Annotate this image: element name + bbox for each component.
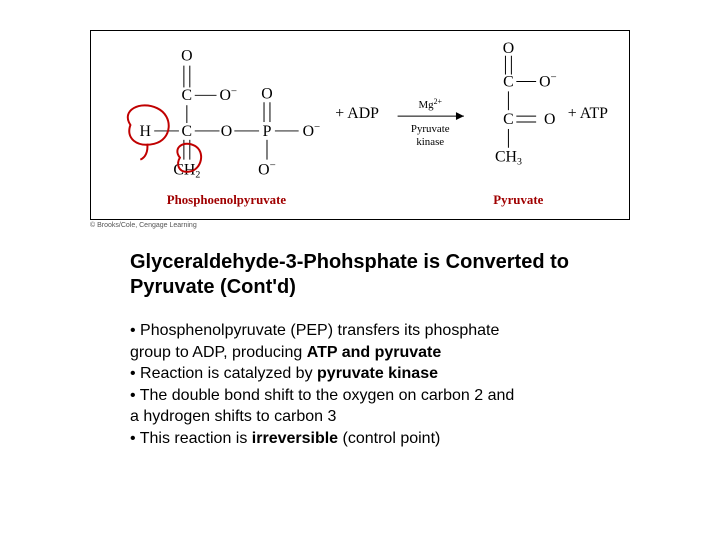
annotation-tail xyxy=(140,144,147,160)
pyr-CH3: CH3 xyxy=(495,149,522,168)
pep-P-right-O: O− xyxy=(303,121,321,140)
bullet-4c: (control point) xyxy=(338,430,440,447)
pyr-c1: C xyxy=(503,73,514,90)
pep-P: P xyxy=(263,123,272,140)
reaction-svg: C O O− C H O P O− O O− CH2 xyxy=(91,31,629,219)
pep-c1: C xyxy=(182,87,193,104)
bullet-2: • Reaction is catalyzed by pyruvate kina… xyxy=(130,363,590,385)
pyr-c2: C xyxy=(503,111,514,128)
label-pep: Phosphoenolpyruvate xyxy=(167,193,287,207)
pyr-c2-O: O xyxy=(544,111,555,128)
pep-c1-right-O: O− xyxy=(219,85,237,104)
heading-line1: Glyceraldehyde-3-Phohsphate is Converted… xyxy=(130,251,569,273)
bullet-list: • Phosphenolpyruvate (PEP) transfers its… xyxy=(130,320,590,450)
bullet-1: • Phosphenolpyruvate (PEP) transfers its… xyxy=(130,320,590,363)
bullet-1-bold: ATP and pyruvate xyxy=(307,344,442,361)
enzyme-line2: kinase xyxy=(416,136,444,148)
bullet-3b: a hydrogen shifts to carbon 3 xyxy=(130,408,336,425)
bullet-2-bold: pyruvate kinase xyxy=(317,365,438,382)
bullet-1b: group to ADP, producing xyxy=(130,344,307,361)
pep-c2: C xyxy=(182,123,193,140)
pep-P-top-O: O xyxy=(261,85,272,102)
plus-adp: + ADP xyxy=(335,105,379,122)
plus-atp: + ATP xyxy=(568,105,608,122)
pyr-c1-top-O: O xyxy=(503,40,514,57)
pep-c1-top-O: O xyxy=(181,48,192,65)
bullet-4-bold: irreversible xyxy=(252,430,338,447)
pep-c2-H: H xyxy=(140,123,151,140)
cofactor-Mg: Mg2+ xyxy=(418,97,442,111)
copyright-text: © Brooks/Cole, Cengage Learning xyxy=(90,222,197,229)
bullet-3: • The double bond shift to the oxygen on… xyxy=(130,385,590,428)
enzyme-line1: Pyruvate xyxy=(411,123,450,135)
bullet-4a: • This reaction is xyxy=(130,430,252,447)
reaction-diagram-frame: C O O− C H O P O− O O− CH2 xyxy=(90,30,630,220)
pep-enol-O: O xyxy=(221,123,232,140)
bullet-1a: • Phosphenolpyruvate (PEP) transfers its… xyxy=(130,322,499,339)
pep-P-bottom-O: O− xyxy=(258,160,276,179)
bullet-4: • This reaction is irreversible (control… xyxy=(130,428,590,450)
heading-line2: Pyruvate (Cont'd) xyxy=(130,276,296,298)
slide-heading: Glyceraldehyde-3-Phohsphate is Converted… xyxy=(130,250,590,300)
pyr-c1-right-O: O− xyxy=(539,71,557,90)
bullet-2a: • Reaction is catalyzed by xyxy=(130,365,317,382)
bullet-3a: • The double bond shift to the oxygen on… xyxy=(130,387,514,404)
label-pyruvate: Pyruvate xyxy=(493,193,543,207)
